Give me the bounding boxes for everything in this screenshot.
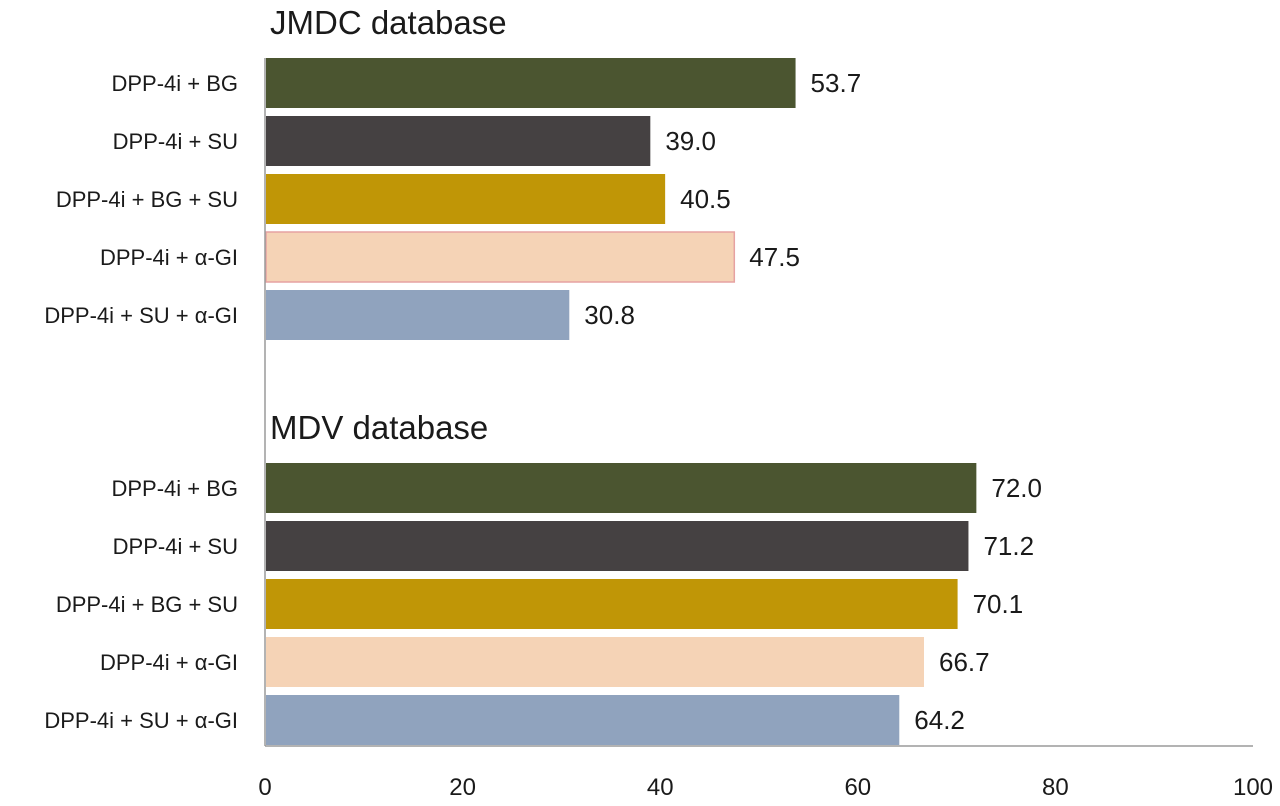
bar-p0-dpp-4i-su [266,116,651,166]
x-axis-ticks: 0 20 40 60 80 100 [258,774,1273,801]
value-label-p0-dpp-4i-gi: 47.5 [749,242,800,272]
value-label-p1-dpp-4i-bg: 72.0 [991,473,1042,503]
value-label-p1-dpp-4i-su-gi: 64.2 [914,705,965,735]
category-label-p0-dpp-4i-su: DPP-4i + SU [113,129,238,154]
chart-marks: DPP-4i + BG 53.7 DPP-4i + SU 39.0 DPP-4i + B… [44,58,1042,745]
x-tick-label-20: 20 [449,774,476,801]
category-label-p1-dpp-4i-bg-su: DPP-4i + BG + SU [56,592,238,617]
value-label-p0-dpp-4i-su: 39.0 [665,126,716,156]
value-label-p1-dpp-4i-bg-su: 70.1 [973,589,1024,619]
category-label-p0-dpp-4i-su-gi: DPP-4i + SU + α-GI [44,303,238,328]
category-label-p0-dpp-4i-bg-su: DPP-4i + BG + SU [56,187,238,212]
x-tick-label-0: 0 [258,774,271,801]
x-tick-label-60: 60 [844,774,871,801]
bar-p1-dpp-4i-bg-su [266,579,958,629]
category-label-p0-dpp-4i-bg: DPP-4i + BG [111,71,238,96]
x-tick-label-80: 80 [1042,774,1069,801]
mdv-panel-title: MDV database [270,409,488,446]
bar-p1-dpp-4i-gi [266,637,924,687]
bar-p0-dpp-4i-su-gi [266,290,570,340]
category-label-p0-dpp-4i-gi: DPP-4i + α-GI [100,245,238,270]
bar-p0-dpp-4i-bg-su [266,174,666,224]
category-label-p1-dpp-4i-bg: DPP-4i + BG [111,476,238,501]
value-label-p0-dpp-4i-bg-su: 40.5 [680,184,731,214]
bar-p0-dpp-4i-bg [266,58,796,108]
value-label-p0-dpp-4i-su-gi: 30.8 [584,300,635,330]
category-label-p1-dpp-4i-su: DPP-4i + SU [113,534,238,559]
x-tick-label-40: 40 [647,774,674,801]
jmdc-panel-title: JMDC database [270,4,507,41]
bar-p1-dpp-4i-su [266,521,969,571]
value-label-p0-dpp-4i-bg: 53.7 [811,68,862,98]
bar-p0-dpp-4i-gi [265,231,736,283]
x-tick-label-100: 100 [1233,774,1273,801]
category-label-p1-dpp-4i-gi: DPP-4i + α-GI [100,650,238,675]
value-label-p1-dpp-4i-gi: 66.7 [939,647,990,677]
bar-p1-dpp-4i-su-gi [266,695,900,745]
bar-p1-dpp-4i-bg [266,463,977,513]
value-label-p1-dpp-4i-su: 71.2 [983,531,1034,561]
category-label-p1-dpp-4i-su-gi: DPP-4i + SU + α-GI [44,708,238,733]
